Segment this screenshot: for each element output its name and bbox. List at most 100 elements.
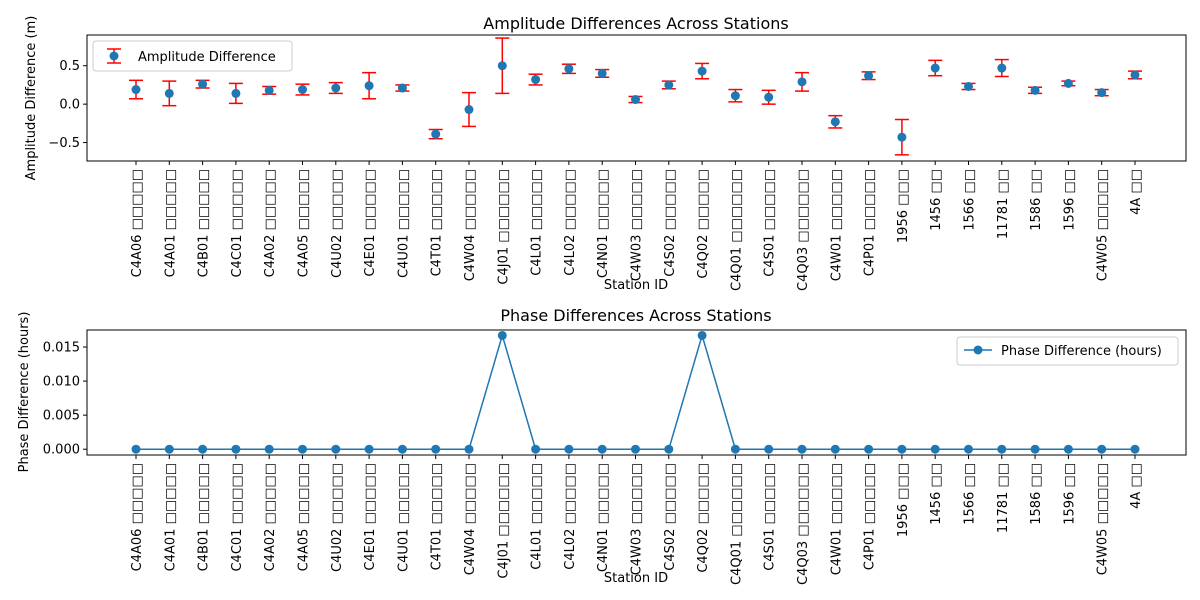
phase-x-tick-label: 11781 □□ — [996, 463, 1011, 533]
amplitude-x-tick-label: C4U01 □□□□□ — [396, 169, 411, 278]
data-point — [564, 64, 574, 74]
phase-x-tick-label: C4B01 □□□□□ — [197, 463, 212, 571]
amplitude-x-tick-label: C4A05 □□□□□ — [297, 169, 312, 277]
data-point — [364, 444, 374, 454]
data-point — [1030, 85, 1040, 95]
amplitude-y-ticks: −0.5 0.0 0.5 — [48, 59, 87, 151]
phase-x-tick-label: 1586 □□ — [1029, 463, 1044, 525]
data-point — [397, 444, 407, 454]
data-point — [264, 444, 274, 454]
data-point — [597, 444, 607, 454]
phase-x-tick-label: C4Q01 □□□□□□ — [729, 463, 744, 585]
amplitude-x-tick-label: C4S02 □□□□□ — [663, 169, 678, 277]
phase-x-tick-label: C4U01 □□□□□ — [396, 463, 411, 572]
phase-chart: Phase Differences Across Stations Statio… — [17, 306, 1187, 586]
phase-x-tick-label: C4J01 □□□□□□ — [496, 463, 511, 579]
phase-x-tick-label: 4A □□ — [1129, 463, 1144, 509]
data-point — [231, 88, 241, 98]
phase-x-tick-label: C4Q03 □□□□□□ — [796, 463, 811, 585]
amplitude-x-tick-label: C4U02 □□□□□ — [330, 169, 345, 278]
amplitude-x-tick-label: 1456 □□ — [929, 169, 944, 231]
data-point — [697, 330, 707, 340]
amplitude-x-tick-label: C4Q01 □□□□□□ — [729, 169, 744, 291]
phase-x-tick-label: C4W04 □□□□□ — [463, 463, 478, 575]
phase-marks — [131, 330, 1140, 454]
amplitude-x-tick-label: 1956 □□□ — [896, 169, 911, 243]
legend-marker-icon — [973, 345, 983, 355]
data-point — [131, 444, 141, 454]
phase-x-tick-label: 1956 □□□ — [896, 463, 911, 537]
phase-y-axis-label: Phase Difference (hours) — [17, 312, 32, 473]
data-point — [764, 444, 774, 454]
phase-x-tick-label: C4A05 □□□□□ — [297, 463, 312, 571]
amplitude-x-ticks: C4A06 □□□□□ C4A01 □□□□□ C4B01 □□□□□ C4C01 □… — [130, 161, 1144, 291]
amplitude-x-tick-label: C4J01 □□□□□□ — [496, 169, 511, 285]
data-point — [331, 83, 341, 93]
data-point — [897, 444, 907, 454]
phase-x-tick-label: C4L02 □□□□□ — [563, 463, 578, 570]
data-point — [564, 444, 574, 454]
amplitude-x-tick-label: C4N01 □□□□□ — [596, 169, 611, 278]
phase-x-tick-label: C4N01 □□□□□ — [596, 463, 611, 572]
data-point — [1130, 70, 1140, 80]
data-point — [897, 132, 907, 142]
amplitude-plot-frame — [86, 34, 1187, 162]
data-point — [1063, 78, 1073, 88]
phase-x-tick-label: C4W05 □□□□□ — [1096, 463, 1111, 575]
amplitude-legend-box — [92, 40, 293, 72]
data-point — [431, 129, 441, 139]
amplitude-x-tick-label: C4A06 □□□□□ — [130, 169, 145, 277]
amplitude-y-tick-label: 0.0 — [59, 98, 80, 113]
amplitude-x-tick-label: C4A01 □□□□□ — [163, 169, 178, 277]
amplitude-x-tick-label: 4A □□ — [1129, 169, 1144, 215]
phase-x-tick-label: C4W03 □□□□□ — [630, 463, 645, 575]
phase-x-tick-label: C4L01 □□□□□ — [530, 463, 545, 570]
amplitude-x-tick-label: C4L01 □□□□□ — [530, 169, 545, 276]
phase-x-tick-label: C4W01 □□□□□ — [829, 463, 844, 575]
amplitude-x-tick-label: 1566 □□ — [963, 169, 978, 231]
data-point — [1097, 88, 1107, 98]
amplitude-x-tick-label: 1586 □□ — [1029, 169, 1044, 231]
phase-legend: Phase Difference (hours) — [956, 336, 1179, 366]
amplitude-x-tick-label: C4W04 □□□□□ — [463, 169, 478, 281]
data-point — [131, 85, 141, 95]
data-point — [930, 63, 940, 73]
data-point — [331, 444, 341, 454]
amplitude-x-tick-label: C4B01 □□□□□ — [197, 169, 212, 277]
data-point — [531, 444, 541, 454]
data-point — [164, 88, 174, 98]
data-point — [930, 444, 940, 454]
phase-x-axis-label: Station ID — [604, 571, 668, 586]
amplitude-x-tick-label: C4C01 □□□□□ — [230, 169, 245, 278]
data-point — [764, 92, 774, 102]
data-point — [664, 80, 674, 90]
data-point — [797, 444, 807, 454]
phase-x-tick-label: C4U02 □□□□□ — [330, 463, 345, 572]
phase-chart-title: Phase Differences Across Stations — [500, 306, 771, 325]
phase-x-ticks: C4A06 □□□□□ C4A01 □□□□□ C4B01 □□□□□ C4C01 □… — [130, 455, 1144, 585]
data-point — [997, 63, 1007, 73]
phase-x-tick-label: 1566 □□ — [963, 463, 978, 525]
data-point — [198, 79, 208, 89]
phase-x-tick-label: C4C01 □□□□□ — [230, 463, 245, 572]
phase-x-tick-label: 1456 □□ — [929, 463, 944, 525]
phase-x-tick-label: C4Q02 □□□□□ — [696, 463, 711, 573]
data-point — [631, 444, 640, 454]
amplitude-x-tick-label: C4L02 □□□□□ — [563, 169, 578, 276]
data-point — [497, 61, 507, 71]
phase-x-tick-label: C4A01 □□□□□ — [163, 463, 178, 571]
amplitude-x-tick-label: 11781 □□ — [996, 169, 1011, 239]
data-point — [264, 85, 274, 95]
amplitude-x-tick-label: C4W01 □□□□□ — [829, 169, 844, 281]
amplitude-x-tick-label: C4T01 □□□□□ — [430, 169, 445, 276]
data-point — [497, 330, 507, 340]
amplitude-x-axis-label: Station ID — [604, 278, 668, 293]
data-point — [397, 83, 407, 93]
phase-plot-frame — [86, 329, 1187, 456]
data-point — [730, 91, 740, 101]
amplitude-x-tick-label: C4W03 □□□□□ — [630, 169, 645, 281]
phase-y-tick-label: 0.015 — [43, 341, 80, 356]
phase-y-tick-label: 0.010 — [43, 375, 80, 390]
